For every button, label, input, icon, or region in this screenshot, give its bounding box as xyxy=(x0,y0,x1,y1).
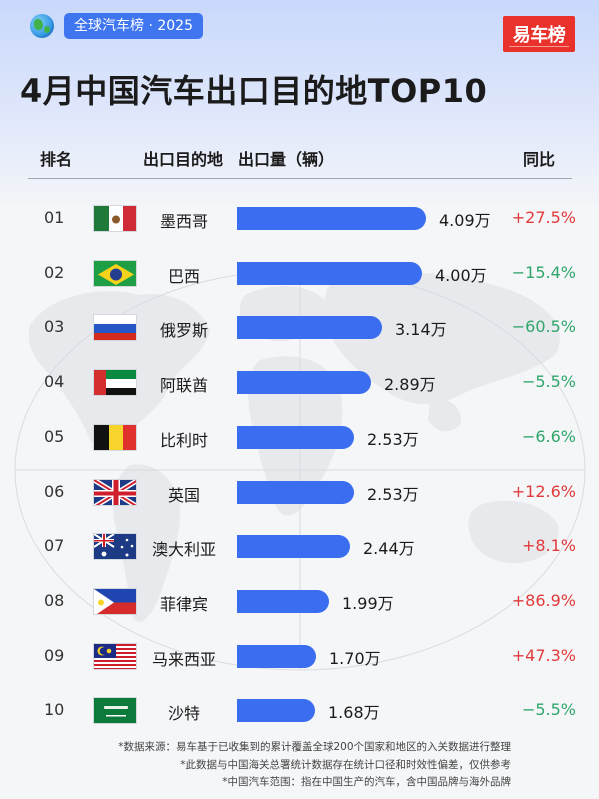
header-divider xyxy=(28,178,572,179)
uae-flag xyxy=(93,369,137,397)
export-bar xyxy=(237,589,329,613)
table-row: 06 英国 2.53万 +12.6% xyxy=(0,472,599,512)
rank-number: 08 xyxy=(44,590,65,610)
table-row: 02 巴西 4.00万 −15.4% xyxy=(0,253,599,293)
country-name: 英国 xyxy=(167,485,200,505)
footnote: *此数据与中国海关总署统计数据存在统计口径和时效性偏差，仅供参考 xyxy=(180,759,511,771)
russia-flag xyxy=(93,314,137,342)
country-name: 澳大利亚 xyxy=(151,540,216,560)
export-bar xyxy=(237,535,350,559)
world-map-watermark xyxy=(14,269,586,671)
export-bar xyxy=(237,425,354,449)
yoy-change: +27.5% xyxy=(511,208,576,227)
rank-number: 06 xyxy=(44,481,65,501)
header-yoy: 同比 xyxy=(523,150,556,169)
yoy-change: −5.5% xyxy=(521,372,576,392)
header-rank: 排名 xyxy=(40,150,73,169)
rank-number: 09 xyxy=(44,645,65,665)
country-name: 比利时 xyxy=(159,430,208,450)
yoy-change: −5.5% xyxy=(521,700,576,720)
table-row: 08 菲律宾 1.99万 +86.9% xyxy=(0,581,599,621)
export-value-label: 2.53万 xyxy=(367,484,419,504)
yoy-change: −60.5% xyxy=(511,317,576,337)
export-bar xyxy=(237,261,422,285)
category-pill: 全球汽车榜 · 2025 xyxy=(64,13,203,39)
globe-icon xyxy=(30,14,54,38)
export-value-label: 4.09万 xyxy=(439,211,491,230)
footnote: *中国汽车范围：指在中国生产的汽车，含中国品牌与海外品牌 xyxy=(222,776,511,788)
belgium-flag xyxy=(93,423,137,451)
export-value-label: 1.68万 xyxy=(328,703,380,723)
header-volume: 出口量（辆） xyxy=(238,150,335,169)
yoy-change: −6.6% xyxy=(521,426,576,446)
export-value-label: 1.99万 xyxy=(342,593,394,613)
export-value-label: 2.44万 xyxy=(363,539,415,559)
uk-flag xyxy=(93,478,137,506)
rank-number: 05 xyxy=(44,426,65,446)
export-value-label: 2.89万 xyxy=(384,375,436,395)
export-bar xyxy=(237,371,371,395)
export-bar xyxy=(237,207,426,230)
export-bar xyxy=(237,699,315,723)
table-row: 03 俄罗斯 3.14万 −60.5% xyxy=(0,307,599,347)
rank-number: 07 xyxy=(44,536,65,556)
rank-number: 03 xyxy=(44,317,65,337)
page-title: 4月中国汽车出口目的地TOP10 xyxy=(20,72,488,110)
table-row: 07 澳大利亚 2.44万 +8.1% xyxy=(0,526,599,566)
table-row: 05 比利时 2.53万 −6.6% xyxy=(0,417,599,457)
header-country: 出口目的地 xyxy=(143,150,224,169)
export-bar xyxy=(237,480,354,504)
header-tag: 全球汽车榜 · 2025 xyxy=(30,12,203,40)
philippines-flag xyxy=(93,587,137,615)
country-name: 俄罗斯 xyxy=(159,321,208,341)
table-row: 04 阿联酋 2.89万 −5.5% xyxy=(0,362,599,402)
rank-number: 04 xyxy=(44,372,65,392)
rank-number: 10 xyxy=(44,700,65,720)
yoy-change: +8.1% xyxy=(521,536,576,556)
rank-number: 01 xyxy=(44,208,65,227)
table-row: 09 马来西亚 1.70万 +47.3% xyxy=(0,636,599,676)
export-value-label: 2.53万 xyxy=(367,429,419,449)
country-name: 马来西亚 xyxy=(151,649,216,669)
yoy-change: −15.4% xyxy=(511,262,576,282)
country-name: 阿联酋 xyxy=(159,376,208,396)
country-name: 沙特 xyxy=(167,704,200,724)
yiche-logo: 易车榜 xyxy=(503,16,575,52)
country-name: 巴西 xyxy=(167,266,200,286)
country-name: 墨西哥 xyxy=(159,212,208,231)
mexico-flag xyxy=(93,205,137,232)
rank-number: 02 xyxy=(44,262,65,282)
country-name: 菲律宾 xyxy=(159,594,208,614)
export-bar xyxy=(237,316,382,340)
footnote: *数据来源：易车基于已收集到的累计覆盖全球200个国家和地区的入关数据进行整理 xyxy=(118,741,511,753)
export-value-label: 4.00万 xyxy=(435,265,487,285)
table-row: 10 沙特 1.68万 −5.5% xyxy=(0,690,599,730)
saudi-flag xyxy=(93,697,137,725)
malaysia-flag xyxy=(93,642,137,670)
export-value-label: 3.14万 xyxy=(395,320,447,340)
yoy-change: +12.6% xyxy=(511,481,576,501)
brazil-flag xyxy=(93,259,137,287)
yoy-change: +47.3% xyxy=(511,645,576,665)
australia-flag xyxy=(93,533,137,561)
yoy-change: +86.9% xyxy=(511,590,576,610)
export-value-label: 1.70万 xyxy=(329,648,381,668)
export-bar xyxy=(237,644,316,668)
table-row: 01 墨西哥 4.09万 +27.5% xyxy=(0,198,599,238)
